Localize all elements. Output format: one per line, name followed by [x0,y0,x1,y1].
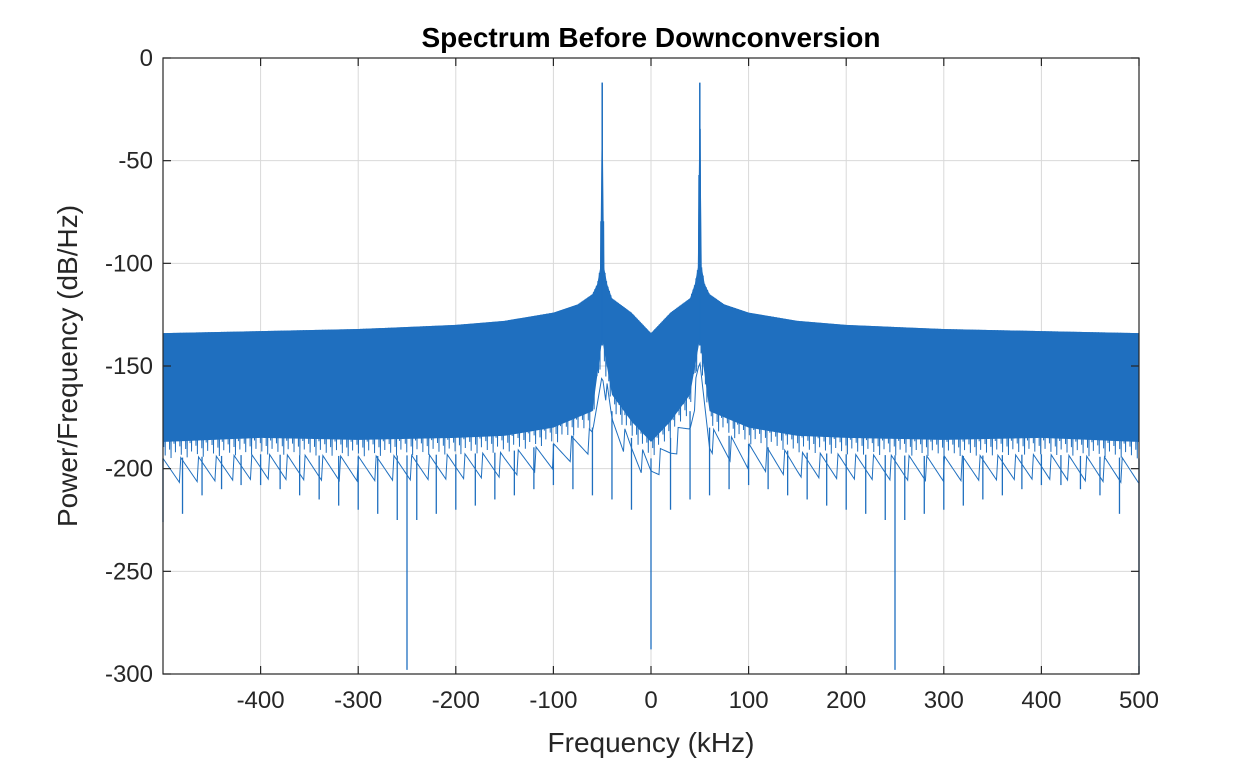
y-tick-label: -150 [105,353,153,380]
x-tick-label: 0 [644,687,657,714]
x-tick-label: 200 [826,687,866,714]
tick-marks [163,57,1140,675]
x-tick-label: -300 [334,687,382,714]
y-tick-label: -50 [118,148,153,175]
x-tick-label: 100 [729,687,769,714]
x-tick-label: -200 [432,687,480,714]
x-tick-label: 300 [924,687,964,714]
series-band-fill [163,82,1139,442]
x-tick-label: 400 [1021,687,1061,714]
y-tick-label: 0 [140,45,153,72]
y-tick-label: -200 [105,456,153,483]
y-tick-label: -250 [105,558,153,585]
x-tick-label: -100 [529,687,577,714]
x-tick-labels: -400 -300 -200 -100 0 100 200 300 400 500 [237,687,1159,714]
chart-title: Spectrum Before Downconversion [422,22,881,53]
y-tick-label: -300 [105,661,153,688]
y-tick-label: -100 [105,250,153,277]
x-axis-label: Frequency (kHz) [548,727,755,758]
y-axis-label: Power/Frequency (dB/Hz) [52,205,83,527]
x-tick-label: 500 [1119,687,1159,714]
x-tick-label: -400 [237,687,285,714]
y-tick-labels: 0 -50 -100 -150 -200 -250 -300 [105,45,153,688]
